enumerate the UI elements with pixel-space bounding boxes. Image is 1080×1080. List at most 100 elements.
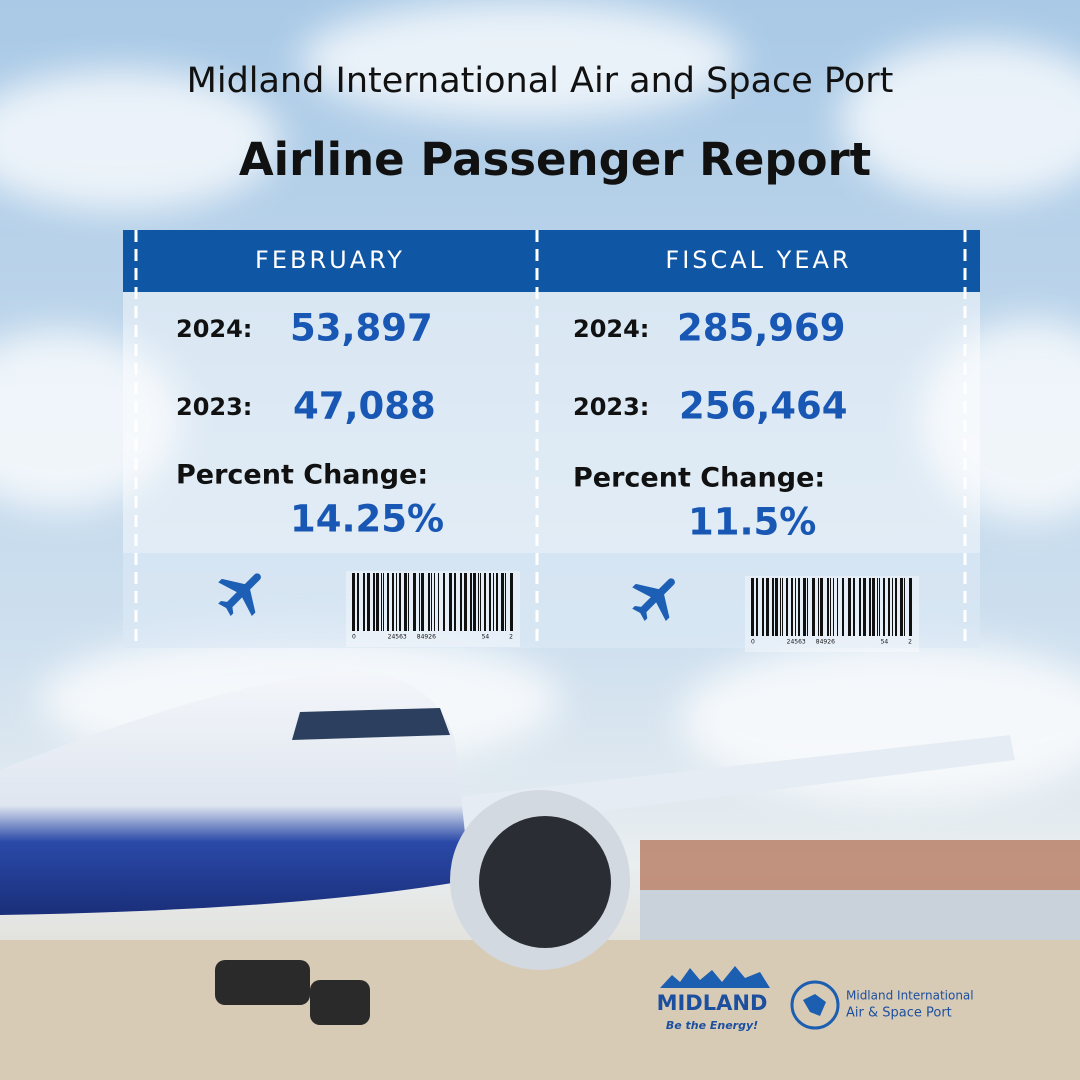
barcode-bar <box>775 578 778 636</box>
barcode-bar <box>820 578 823 636</box>
barcode-bar <box>869 578 871 636</box>
barcode-bar <box>848 578 851 636</box>
panel-header <box>537 230 980 292</box>
barcode-bar <box>895 578 897 636</box>
barcode-bar <box>421 573 424 631</box>
barcode-bar <box>408 573 409 631</box>
plane-icon <box>632 578 675 621</box>
barcode-bar <box>786 578 788 636</box>
barcode-bar <box>772 578 774 636</box>
barcode-bar <box>782 578 783 636</box>
airport-logo: Midland International Air & Space Port <box>790 980 974 1030</box>
barcode-bar <box>510 573 513 631</box>
barcode-bar <box>376 573 379 631</box>
barcode-digits: 54 <box>482 634 490 641</box>
panel-footer <box>537 553 980 648</box>
year-label: 2024: <box>573 315 649 343</box>
change-label: Percent Change: <box>573 463 825 494</box>
city-logo: MIDLAND Be the Energy! <box>657 966 770 1032</box>
barcode-bar <box>460 573 462 631</box>
barcode-bar <box>419 573 420 631</box>
barcode-bar <box>505 573 506 631</box>
barcode-bar <box>470 573 472 631</box>
barcode-bar <box>795 578 796 636</box>
barcode-digits: 0 <box>751 639 755 646</box>
barcode-digits: 54 <box>881 639 889 646</box>
barcode-bar <box>883 578 885 636</box>
barcode-bar <box>454 573 456 631</box>
barcode-bar <box>807 578 808 636</box>
airport-name: Air & Space Port <box>846 1006 952 1021</box>
engine-fan <box>479 816 611 948</box>
passenger-count: 47,088 <box>293 385 436 428</box>
barcode-bar <box>762 578 764 636</box>
barcode-bar <box>493 573 494 631</box>
year-label: 2024: <box>176 315 252 343</box>
barcode-bar <box>431 573 432 631</box>
passenger-count: 53,897 <box>290 307 433 350</box>
barcode-bar <box>373 573 375 631</box>
panel-heading: FISCAL YEAR <box>665 246 851 274</box>
barcode-bar <box>904 578 905 636</box>
panel-heading: FEBRUARY <box>255 246 405 274</box>
barcode-bar <box>863 578 866 636</box>
barcode-bar <box>449 573 452 631</box>
year-label: 2023: <box>176 393 252 421</box>
barcode-digits: 24563 <box>787 639 806 646</box>
barcode-bar <box>396 573 397 631</box>
ticket-panel: FEBRUARY 2024: 53,897 2023: 47,088 Percent Ch… <box>123 230 537 648</box>
year-label: 2023: <box>573 393 649 421</box>
barcode-bar <box>428 573 430 631</box>
barcode-bar <box>872 578 875 636</box>
barcode-bar <box>363 573 365 631</box>
barcode-bar <box>399 573 401 631</box>
percent-change: 11.5% <box>688 501 816 544</box>
barcode-bar <box>853 578 855 636</box>
barcode-bar <box>489 573 491 631</box>
barcode-bar <box>464 573 467 631</box>
barcode-bar <box>478 573 479 631</box>
barcode-bar <box>434 573 435 631</box>
barcode-bar <box>842 578 844 636</box>
barcode-digits: 24563 <box>388 634 407 641</box>
barcode-digits: 0 <box>352 634 356 641</box>
landing-gear <box>215 960 370 1025</box>
city-name: MIDLAND <box>657 991 768 1015</box>
barcode-bar <box>803 578 806 636</box>
barcode-bar <box>413 573 416 631</box>
barcode-bar <box>756 578 758 636</box>
panel-body <box>123 292 537 553</box>
barcode-bar <box>751 578 754 636</box>
barcode-bar <box>877 578 878 636</box>
barcode-bar <box>812 578 815 636</box>
barcode-bar <box>892 578 893 636</box>
barcode-bar <box>473 573 476 631</box>
barcode-bar <box>780 578 781 636</box>
barcode-bar <box>381 573 382 631</box>
barcode-bar <box>404 573 407 631</box>
barcode-bar <box>879 578 880 636</box>
passenger-count: 256,464 <box>679 385 848 428</box>
barcode-bar <box>352 573 355 631</box>
barcode-bar <box>357 573 359 631</box>
panel-body <box>537 292 980 553</box>
barcode-bar <box>443 573 445 631</box>
percent-change: 14.25% <box>290 498 444 541</box>
change-label: Percent Change: <box>176 460 428 491</box>
barcode-bar <box>900 578 903 636</box>
barcode-bar <box>480 573 481 631</box>
barcode-bar <box>798 578 800 636</box>
barcode-bar <box>383 573 384 631</box>
barcode-bar <box>837 578 838 636</box>
barcode-bar <box>827 578 829 636</box>
barcode-bar <box>859 578 861 636</box>
barcode-bar <box>818 578 819 636</box>
cockpit <box>292 708 450 740</box>
barcode-bar <box>367 573 370 631</box>
barcode-bar <box>909 578 912 636</box>
barcode-bar <box>392 573 394 631</box>
airport-name: Midland International <box>846 989 974 1003</box>
plane-icon <box>218 573 261 616</box>
barcode-bar <box>766 578 769 636</box>
